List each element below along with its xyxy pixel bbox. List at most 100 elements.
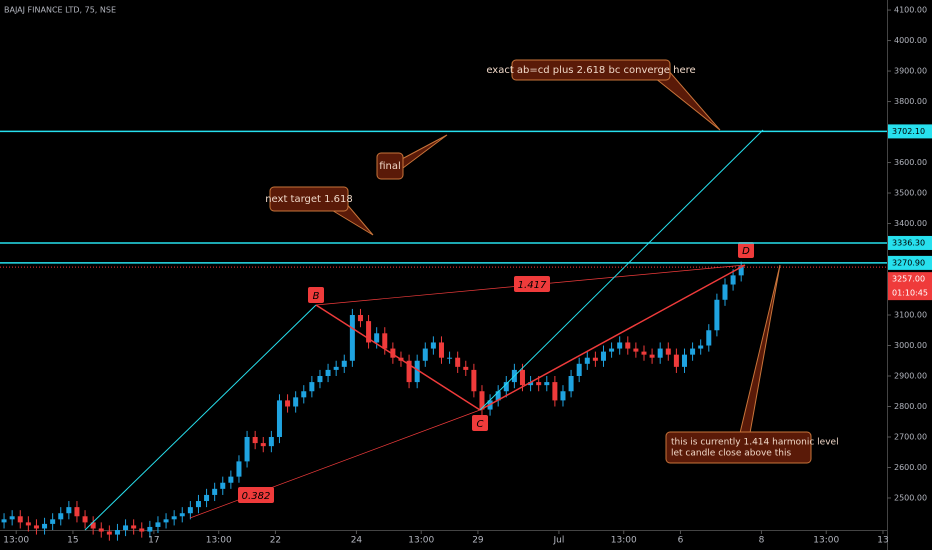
candle-body [33,525,39,529]
x-tick-label: 6 [678,536,684,546]
candle-body [74,507,80,517]
y-tick-label: 3500.00 [894,189,927,198]
candle-body [147,526,153,532]
y-tick-label: 3100.00 [894,311,927,320]
level-label-box [888,235,932,250]
candle-body [9,516,15,520]
callout-box [269,186,349,212]
callout-text: this is currently 1.414 harmonic level [671,438,839,448]
candle-body [617,342,623,349]
candle-body [42,523,48,529]
y-tick-label: 3600.00 [894,158,927,167]
candle-body [447,357,453,359]
candle-body [349,315,355,361]
callout-text: let candle close above this [671,449,791,459]
candle-body [609,348,615,352]
y-tick-label: 3800.00 [894,97,927,106]
x-tick-label: 13 [877,536,888,546]
pattern-leg [84,304,317,531]
candle-body [382,333,388,349]
x-tick-label: 24 [351,536,363,546]
candle-body [690,348,696,355]
x-tick-label: 13:00 [408,536,434,546]
y-tick-label: 2600.00 [894,463,927,472]
candle-body [252,436,258,444]
candle-body [681,354,687,367]
x-tick-label: 13:00 [813,536,839,546]
callout-box [511,59,671,81]
candle-body [528,382,534,386]
candle-body [503,382,509,392]
pattern-tag [308,287,324,303]
callout-box [665,431,812,464]
candle-body [730,275,736,285]
candle-body [1,519,7,523]
y-tick-label: 2800.00 [894,402,927,411]
candle-body [738,266,744,276]
pattern-leg [315,304,481,411]
candle-body [82,516,88,523]
candle-body [114,530,120,535]
candle-body [58,513,64,520]
callout-text: exact ab=cd plus 2.618 bc converge here [486,65,695,76]
x-tick-label: 29 [472,536,484,546]
candle-body [406,360,412,383]
candle-body [414,360,420,383]
level-label: 3336.30 [892,238,925,247]
pattern-tag-label: B [313,291,320,302]
candle-body [665,348,671,355]
candle-body [641,351,647,355]
candle-body [50,519,56,524]
candle-body [706,330,712,346]
x-tick-label: 8 [759,536,765,546]
candle-body [536,382,542,386]
level-label-box [888,255,932,270]
x-tick-label: 17 [148,536,159,546]
y-tick-label: 2700.00 [894,432,927,441]
candle-body [552,382,558,401]
pattern-tag-label: C [477,419,484,430]
candle-body [544,382,550,386]
y-tick-label: 3900.00 [894,67,927,76]
candle-body [106,531,112,535]
candle-body [422,348,428,361]
candle-body [722,284,728,300]
callout-text: next target 1.618 [265,194,353,205]
candle-body [66,507,72,514]
pattern-leg [479,264,746,411]
candle-body [301,391,307,398]
candle-body [204,494,210,502]
candle-body [131,525,137,529]
x-tick-label: 13:00 [611,536,637,546]
candle-body [649,354,655,358]
candle-body [171,516,177,520]
pattern-tag [514,276,550,292]
candle-body [463,366,469,370]
candle-body [390,348,396,358]
candle-body [317,376,323,383]
candle-body [438,342,444,358]
y-tick-label: 4000.00 [894,36,927,45]
candle-body [98,528,104,532]
candle-body [325,369,331,377]
candle-body [698,345,704,349]
y-tick-label: 3400.00 [894,219,927,228]
level-label: 3270.90 [892,258,925,267]
candle-body [357,315,363,322]
candle-body [430,342,436,349]
pattern-tag [238,487,274,503]
candle-body [309,382,315,392]
y-tick-label: 2900.00 [894,372,927,381]
candle-body [195,501,201,508]
x-tick-label: Jul [553,536,565,546]
candle-body [568,376,574,392]
candle-body [90,522,96,529]
candle-body [25,522,31,526]
x-tick-label: 13:00 [206,536,232,546]
x-tick-label: 13:00 [3,536,29,546]
candle-body [600,351,606,361]
candle-body [657,348,663,358]
candle-body [236,461,242,477]
candle-body [479,391,485,410]
